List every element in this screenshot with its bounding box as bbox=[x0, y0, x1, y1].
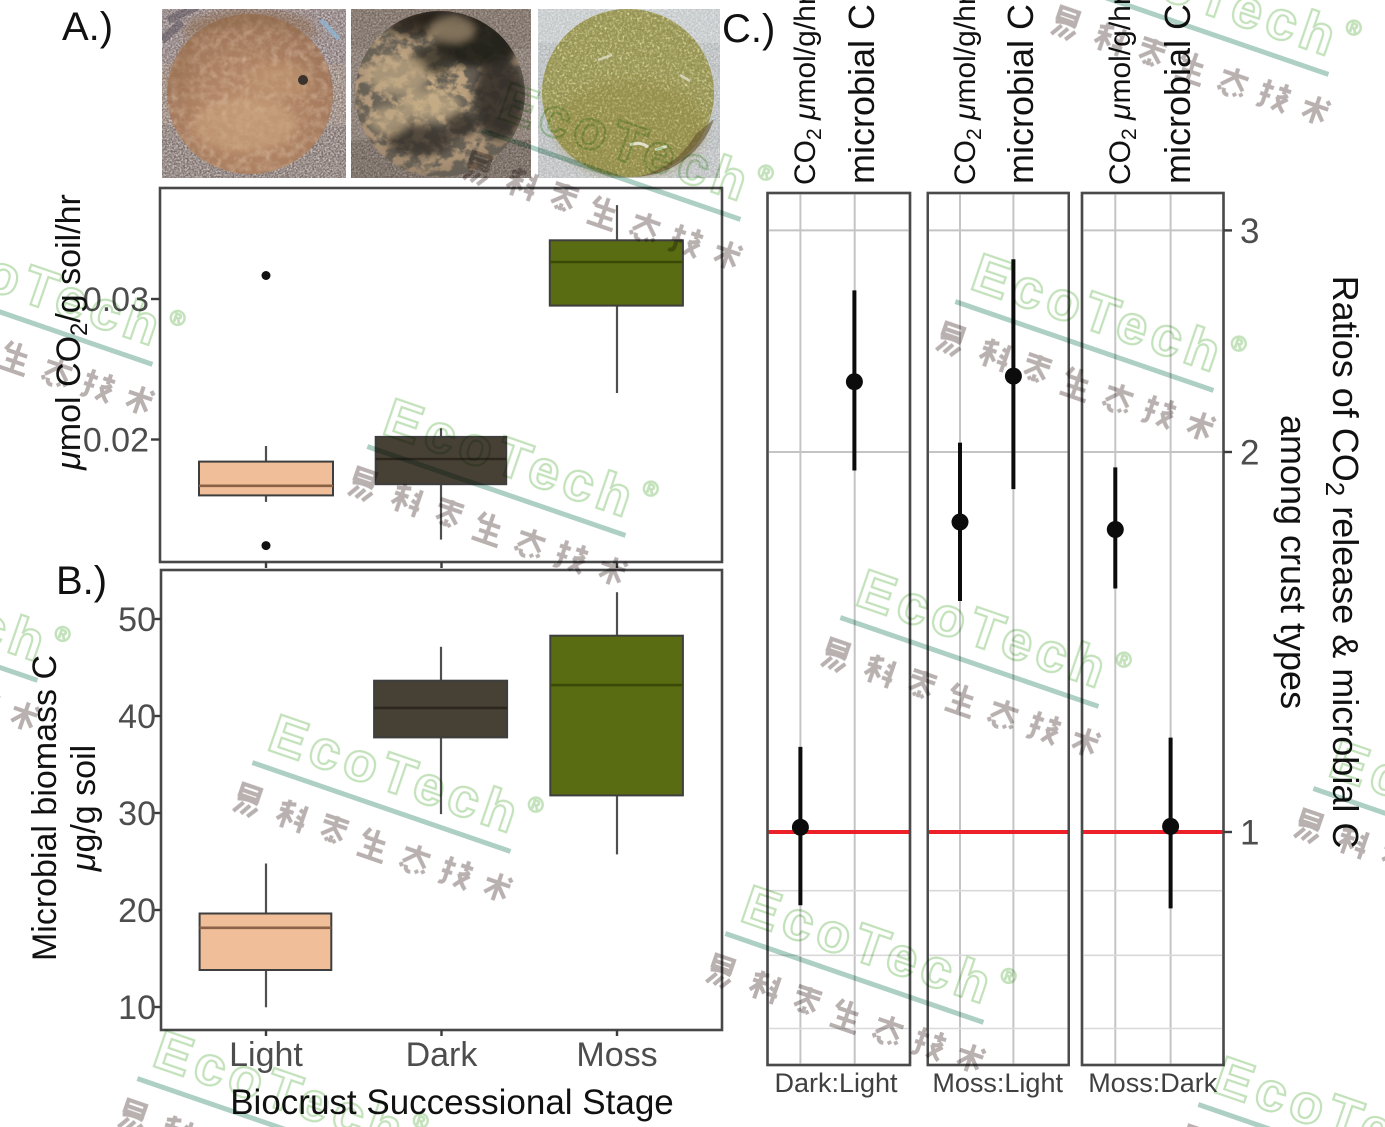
svg-text:20: 20 bbox=[118, 892, 156, 930]
svg-text:Moss: Moss bbox=[576, 1036, 657, 1074]
svg-text:30: 30 bbox=[118, 795, 156, 833]
svg-text:40: 40 bbox=[118, 698, 156, 736]
svg-text:Dark: Dark bbox=[406, 1036, 479, 1074]
svg-text:microbial C: microbial C bbox=[1157, 4, 1198, 184]
svg-text:among crust types: among crust types bbox=[1273, 415, 1314, 709]
svg-text:A.): A.) bbox=[62, 5, 113, 49]
svg-text:microbial C: microbial C bbox=[1000, 4, 1041, 184]
svg-text:microbial C: microbial C bbox=[841, 4, 882, 184]
svg-text:B.): B.) bbox=[56, 559, 107, 603]
svg-text:μg/g soil: μg/g soil bbox=[65, 745, 103, 872]
svg-text:1: 1 bbox=[1240, 814, 1259, 853]
svg-text:C.): C.) bbox=[722, 7, 775, 51]
svg-text:3: 3 bbox=[1240, 212, 1259, 251]
svg-text:2: 2 bbox=[1240, 434, 1259, 473]
svg-text:Moss:Light: Moss:Light bbox=[932, 1068, 1063, 1098]
svg-text:Microbial biomass C: Microbial biomass C bbox=[26, 655, 64, 961]
svg-text:Moss:Dark: Moss:Dark bbox=[1088, 1068, 1218, 1098]
svg-text:10: 10 bbox=[118, 989, 156, 1027]
svg-text:50: 50 bbox=[118, 601, 156, 639]
svg-text:CO2 μmol/g/hr: CO2 μmol/g/hr bbox=[949, 0, 986, 185]
svg-text:Dark:Light: Dark:Light bbox=[774, 1068, 898, 1098]
svg-text:CO2 μmol/g/hr: CO2 μmol/g/hr bbox=[789, 0, 826, 185]
svg-text:0.02: 0.02 bbox=[83, 422, 149, 460]
